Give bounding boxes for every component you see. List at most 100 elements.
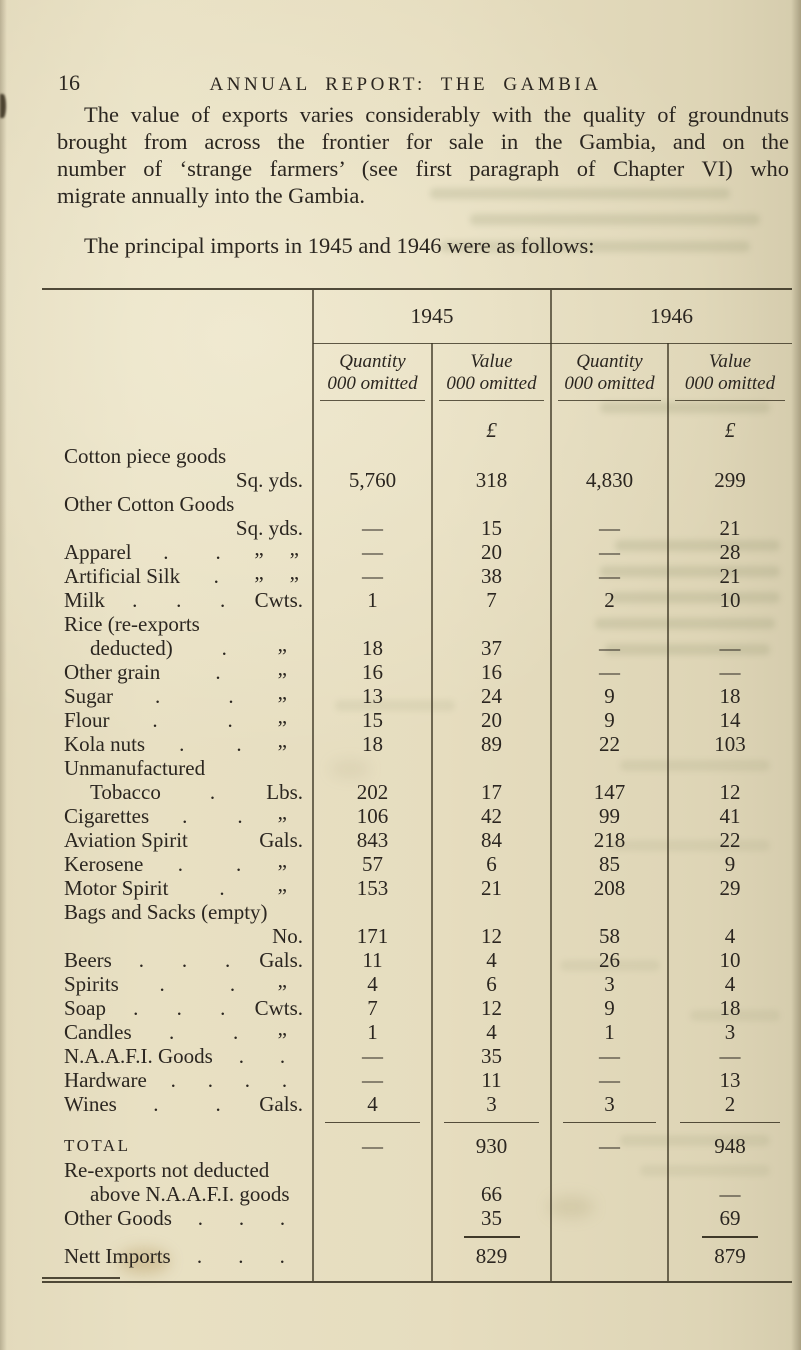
- value-cell: 84: [481, 828, 502, 852]
- value-cell: 5,760: [348, 468, 397, 492]
- value-cell: 89: [481, 732, 502, 756]
- unit-label: Gals.: [259, 948, 303, 972]
- table-row: Sq. yds. — 15 — 21: [42, 516, 792, 540]
- value-cell: —: [599, 564, 620, 588]
- unit-label: „: [277, 800, 287, 824]
- unit-label: „ „: [254, 560, 299, 584]
- running-head: 16 ANNUAL REPORT: THE GAMBIA: [58, 70, 771, 96]
- value-cell: [432, 1158, 551, 1182]
- value-cell: 16: [481, 660, 502, 684]
- paragraph-line: brought from across the frontier for sal…: [57, 129, 789, 154]
- col-header-quantity-1946: Quantity 000 omitted: [551, 351, 668, 401]
- value-cell: [551, 1158, 668, 1182]
- row-label: Kerosene.. „: [42, 848, 313, 876]
- col-header-value-1945: Value 000 omitted: [432, 351, 551, 401]
- paper-stain: [330, 760, 370, 778]
- table-row: Cotton piece goods: [42, 444, 792, 468]
- row-label: Cotton piece goods: [64, 444, 227, 468]
- row-label: Flour.. „: [42, 704, 313, 732]
- row-label: Spirits.. „: [42, 968, 313, 996]
- value-cell: —: [719, 1182, 741, 1206]
- table-row: Bags and Sacks (empty): [42, 900, 792, 924]
- value-cell: 948: [714, 1134, 746, 1158]
- table-row: N.A.A.F.I. Goods.. — 35 — —: [42, 1044, 792, 1068]
- value-cell: 12: [481, 924, 502, 948]
- value-cell: 11: [481, 1068, 502, 1092]
- column-divider: [312, 290, 314, 1281]
- value-cell: 13: [719, 1068, 741, 1092]
- value-cell: —: [362, 1068, 383, 1092]
- value-cell: 12: [481, 996, 502, 1020]
- value-cell: 299: [714, 468, 746, 492]
- unit-label: „: [277, 656, 287, 680]
- table-row: Artificial Silk. „ „ — 38 — 21: [42, 560, 792, 588]
- table-row: Nett Imports... 829 879: [42, 1244, 792, 1268]
- unit-label: „: [277, 848, 287, 872]
- value-cell: 1: [604, 1020, 615, 1044]
- scan-speck: [0, 94, 6, 118]
- table-row: Milk... Cwts. 1 7 2 10: [42, 588, 792, 612]
- table-row: Candles.. „ 1 4 1 3: [42, 1016, 792, 1044]
- value-cell: 3: [486, 1092, 497, 1116]
- value-cell: 10: [719, 948, 741, 972]
- value-cell: 35: [481, 1206, 502, 1230]
- page-number: 16: [58, 70, 80, 95]
- value-cell: 15: [481, 516, 502, 540]
- value-cell: [432, 756, 551, 780]
- value-cell: [551, 756, 668, 780]
- value-cell: 147: [593, 780, 626, 804]
- value-cell: [432, 492, 551, 516]
- table-top-rule: [42, 288, 792, 290]
- value-cell: [313, 492, 432, 516]
- paper-stain: [118, 1248, 170, 1274]
- value-cell: [313, 1182, 432, 1206]
- column-headers: Quantity 000 omitted Value 000 omitted Q…: [313, 351, 792, 401]
- value-cell: 4: [367, 972, 378, 996]
- value-cell: [551, 1182, 668, 1206]
- row-label: Unmanufactured: [64, 756, 206, 780]
- pound-sign: £: [724, 418, 736, 442]
- table-row: Aviation Spirit Gals. 843 84 218 22: [42, 828, 792, 852]
- value-cell: [551, 612, 668, 636]
- row-label: Sq. yds.: [42, 516, 313, 540]
- value-cell: 21: [481, 876, 502, 900]
- value-cell: 18: [362, 636, 383, 660]
- col-header-value-1946: Value 000 omitted: [668, 351, 792, 401]
- table-row: Sq. yds. 5,760 318 4,830 299: [42, 468, 792, 492]
- table-row: Spirits.. „ 4 6 3 4: [42, 968, 792, 996]
- table-row: Motor Spirit. „ 153 21 208 29: [42, 872, 792, 900]
- unit-label: „: [277, 704, 287, 728]
- column-divider: [667, 343, 669, 1281]
- year-header-1945: 1945: [410, 304, 454, 328]
- value-cell: 66: [481, 1182, 502, 1206]
- row-label: Other grain. „: [42, 656, 313, 684]
- row-label: Nett Imports...: [64, 1244, 285, 1268]
- lead-in-sentence: The principal imports in 1945 and 1946 w…: [84, 233, 595, 258]
- value-cell: [668, 612, 792, 636]
- value-cell: [668, 756, 792, 780]
- value-cell: 3: [604, 1092, 615, 1116]
- value-cell: —: [362, 1134, 383, 1158]
- value-cell: [313, 612, 432, 636]
- unit-label: „: [277, 680, 287, 704]
- value-cell: 2: [724, 1092, 736, 1116]
- table-row: Wines.. Gals. 4 3 3 2: [42, 1092, 792, 1116]
- value-cell: 153: [356, 876, 389, 900]
- value-cell: 171: [356, 924, 389, 948]
- value-cell: 4,830: [585, 468, 634, 492]
- value-cell: 28: [719, 540, 741, 564]
- col-header-underline: [439, 400, 544, 401]
- unit-label: Lbs.: [266, 780, 303, 804]
- value-cell: 20: [481, 708, 502, 732]
- year-group-underline: [551, 343, 792, 344]
- value-cell: 41: [719, 804, 741, 828]
- value-cell: [551, 492, 668, 516]
- value-cell: —: [362, 540, 383, 564]
- value-cell: 14: [719, 708, 741, 732]
- value-cell: —: [599, 540, 620, 564]
- paragraph-line: The value of exports varies considerably…: [84, 102, 789, 127]
- value-cell: 4: [486, 1020, 497, 1044]
- value-cell: 6: [486, 972, 497, 996]
- value-cell: 202: [356, 780, 389, 804]
- value-cell: —: [599, 1068, 620, 1092]
